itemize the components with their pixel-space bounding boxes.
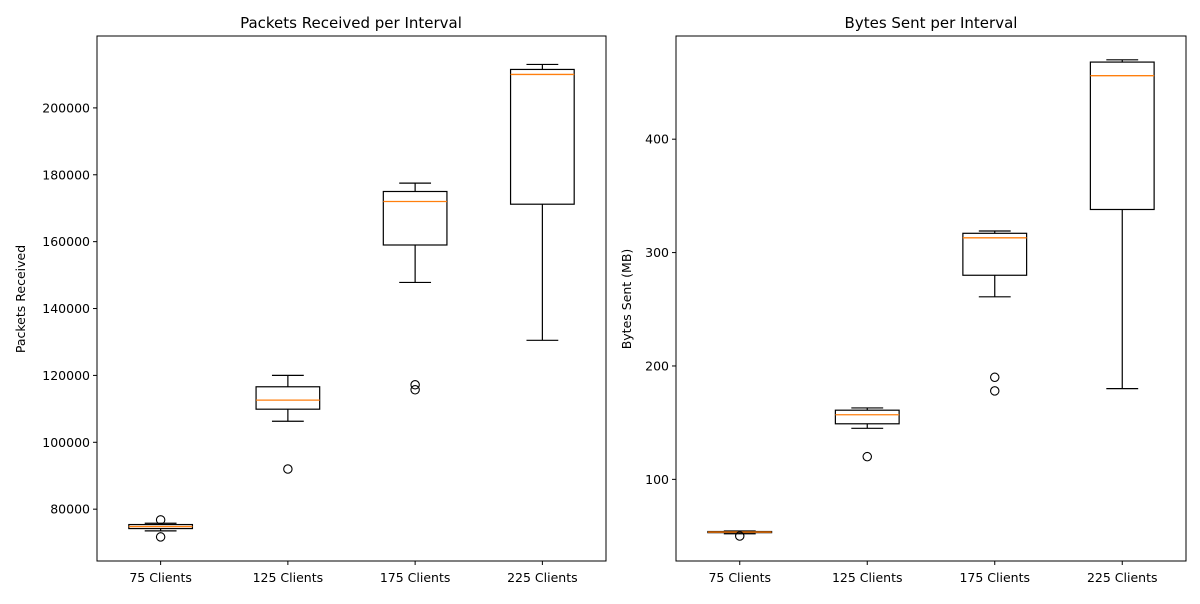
outlier-point (155, 532, 166, 542)
outlier-point (410, 380, 420, 390)
box-iqr (255, 386, 321, 410)
y-tick-label: 160000 (42, 234, 90, 249)
y-axis-label: Bytes Sent (MB) (619, 249, 634, 350)
plot-frame (675, 35, 1187, 562)
box-plot (128, 515, 194, 542)
box-plot (1089, 59, 1155, 390)
box-plot (382, 182, 448, 395)
y-tick-label: 180000 (42, 167, 90, 182)
y-tick-label: 400 (645, 132, 669, 147)
y-tick-label: 300 (645, 245, 669, 260)
x-tick-label: 75 Clients (708, 570, 771, 585)
y-axis-label: Packets Received (13, 245, 28, 353)
chart-title: Packets Received per Interval (240, 14, 462, 32)
box-plot (707, 530, 773, 541)
y-tick-label: 80000 (50, 502, 90, 517)
box-plot (255, 374, 321, 474)
y-tick-label: 100000 (42, 435, 90, 450)
x-tick-label: 175 Clients (959, 570, 1030, 585)
outlier-point (410, 385, 420, 395)
x-tick-label: 225 Clients (1087, 570, 1158, 585)
y-tick-label: 200000 (42, 100, 90, 115)
outlier-point (989, 372, 1000, 383)
box-iqr (962, 232, 1028, 276)
x-tick-label: 225 Clients (507, 570, 578, 585)
x-tick-label: 175 Clients (380, 570, 451, 585)
chart-title: Bytes Sent per Interval (845, 14, 1018, 32)
outlier-point (989, 386, 1000, 396)
packets-chart-panel: Packets Received per Interval Packets Re… (13, 14, 607, 585)
outlier-point (155, 515, 166, 525)
outlier-point (734, 531, 745, 541)
x-tick-label: 125 Clients (253, 570, 324, 585)
box-iqr (509, 68, 575, 205)
bytes-chart-panel: Bytes Sent per Interval Bytes Sent (MB) … (619, 14, 1187, 585)
box-iqr (382, 190, 448, 246)
x-tick-label: 125 Clients (832, 570, 903, 585)
outlier-point (862, 451, 872, 462)
x-tick-label: 75 Clients (129, 570, 192, 585)
y-tick-label: 140000 (42, 301, 90, 316)
y-tick-label: 120000 (42, 368, 90, 383)
box-iqr (834, 409, 900, 425)
plot-frame (96, 35, 607, 562)
y-tick-label: 200 (645, 358, 669, 373)
box-plot (834, 407, 900, 462)
box-plot (509, 63, 575, 341)
y-tick-label: 100 (645, 472, 669, 487)
box-plot (962, 230, 1028, 396)
box-iqr (1089, 61, 1155, 211)
outlier-point (283, 464, 293, 474)
